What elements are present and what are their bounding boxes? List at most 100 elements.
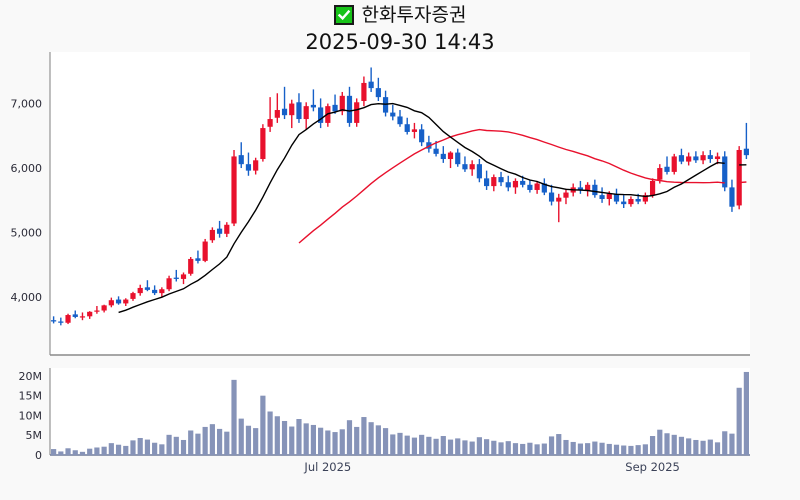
candle-body	[180, 274, 187, 279]
volume-bar	[137, 437, 143, 455]
volume-bar	[433, 438, 439, 455]
volume-bar	[729, 433, 735, 455]
volume-bar	[245, 425, 252, 455]
volume-bar	[671, 434, 677, 455]
candle-body	[411, 129, 418, 132]
candle-body	[520, 180, 526, 185]
volume-bar	[570, 441, 576, 455]
volume-y-tick-label: 5M	[26, 429, 43, 442]
volume-bar	[621, 445, 627, 455]
candle-body	[115, 299, 122, 304]
candle-body	[361, 82, 367, 101]
price-y-tick-label: 6,000	[11, 162, 43, 175]
volume-bar	[58, 451, 64, 455]
volume-bar	[209, 424, 215, 455]
candle-body	[318, 107, 324, 123]
candle-body	[426, 142, 432, 149]
candle-body	[678, 155, 685, 162]
volume-bar	[534, 444, 540, 455]
candle-body	[108, 300, 114, 306]
candle-body	[101, 305, 107, 311]
volume-bar	[390, 434, 396, 455]
volume-bar	[606, 443, 612, 455]
volume-bar	[419, 434, 425, 455]
candle-body	[238, 155, 244, 165]
volume-bar	[339, 429, 345, 455]
volume-bar	[159, 444, 165, 455]
volume-bar	[505, 441, 511, 455]
candle-body	[79, 316, 86, 318]
candle-body	[512, 180, 519, 188]
candle-body	[649, 180, 656, 196]
volume-bar	[693, 439, 699, 455]
volume-y-tick-label: 10M	[19, 409, 43, 422]
candle-body	[368, 81, 374, 89]
volume-y-tick-label: 0	[35, 449, 42, 462]
volume-bar	[476, 437, 482, 455]
candle-body	[303, 106, 309, 120]
candle-body	[289, 103, 295, 116]
volume-bar	[144, 439, 151, 455]
volume-bar	[87, 448, 93, 455]
candle-body	[433, 148, 439, 154]
volume-bar	[115, 444, 122, 455]
candle-body	[216, 228, 223, 234]
volume-bar	[361, 417, 367, 455]
page-title: 한화투자증권	[361, 4, 467, 26]
candle-body	[253, 160, 259, 171]
candle-body	[657, 168, 663, 180]
volume-bar	[743, 371, 749, 455]
candle-body	[729, 187, 735, 207]
volume-bar	[72, 450, 78, 455]
volume-bar	[303, 423, 309, 455]
candle-body	[606, 193, 612, 199]
candle-body	[484, 178, 490, 187]
candle-body	[556, 197, 562, 202]
candle-body	[166, 278, 172, 290]
volume-bar	[714, 442, 721, 455]
candle-body	[310, 104, 316, 108]
candle-body	[130, 293, 136, 299]
candle-body	[743, 148, 749, 156]
volume-bar	[411, 437, 418, 455]
volume-bar	[267, 411, 273, 455]
price-y-tick-label: 7,000	[11, 98, 43, 111]
candle-body	[346, 95, 353, 123]
volume-bar	[231, 379, 237, 455]
candle-body	[339, 95, 345, 112]
candle-body	[202, 241, 208, 261]
volume-bar	[238, 418, 244, 455]
candle-body	[642, 195, 648, 202]
volume-bar	[346, 420, 353, 455]
volume-bar	[657, 429, 663, 455]
candle-body	[664, 166, 670, 172]
volume-bar	[527, 442, 533, 455]
candle-body	[476, 164, 482, 179]
candle-body	[51, 320, 57, 322]
price-y-tick-label: 5,000	[11, 227, 43, 240]
volume-bar	[440, 436, 446, 455]
candle-body	[173, 277, 179, 279]
volume-bar	[368, 422, 374, 455]
candle-body	[65, 315, 71, 323]
volume-bar	[707, 439, 713, 455]
candle-body	[419, 129, 425, 143]
price-y-tick-label: 4,000	[11, 291, 43, 304]
candle-body	[123, 299, 129, 304]
volume-bar	[426, 436, 432, 455]
candle-body	[260, 128, 266, 160]
volume-bar	[166, 434, 172, 455]
volume-y-tick-label: 15M	[19, 390, 43, 403]
volume-bar	[224, 431, 230, 455]
candle-body	[159, 289, 165, 294]
volume-bar	[498, 442, 504, 455]
volume-bar	[94, 447, 100, 455]
volume-bar	[289, 426, 295, 455]
candle-body	[621, 201, 627, 205]
candle-body	[599, 195, 605, 199]
check-square-icon	[333, 5, 354, 25]
volume-bar	[455, 438, 461, 455]
volume-bar	[585, 443, 591, 455]
